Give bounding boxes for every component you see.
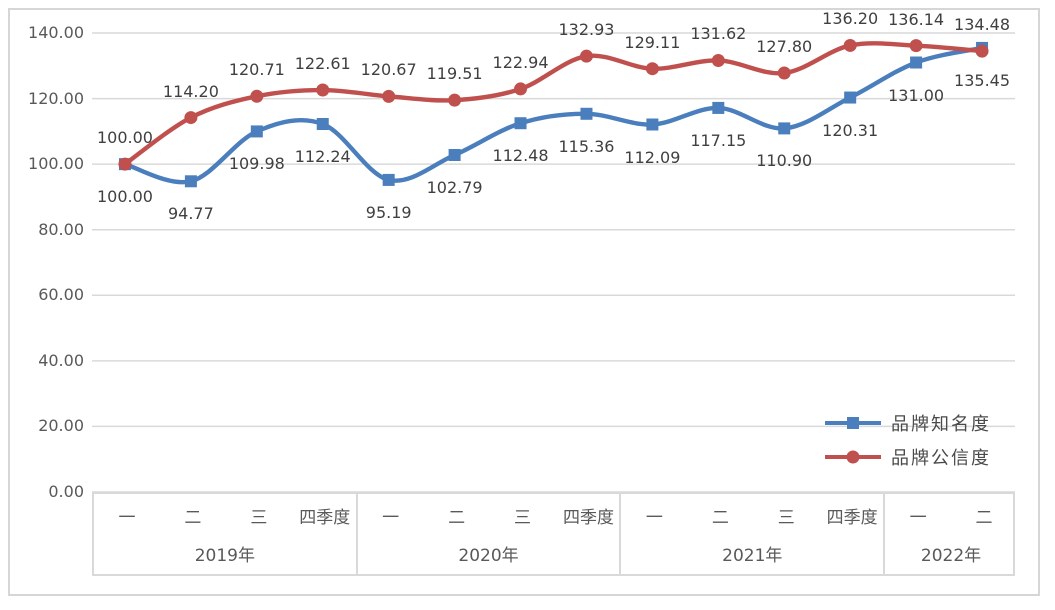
x-axis-quarter-label: 四季度 xyxy=(299,508,351,528)
data-point-marker-circle xyxy=(777,66,791,80)
data-point-marker-circle xyxy=(514,82,528,96)
data-point-marker-square xyxy=(910,56,923,69)
data-label: 120.71 xyxy=(228,60,285,80)
data-point-marker-circle xyxy=(118,157,132,171)
data-point-marker-circle xyxy=(448,93,462,107)
data-point-marker-square xyxy=(844,91,857,104)
x-axis-year-group: 一 二 三 四季度 2021年 xyxy=(621,494,886,574)
data-label: 122.94 xyxy=(492,52,549,72)
legend-label: 品牌公信度 xyxy=(891,448,991,469)
data-point-marker-circle xyxy=(250,89,264,103)
x-axis-year-group: 一 二 三 四季度 2020年 xyxy=(358,494,622,574)
y-axis-tick-label: 60.00 xyxy=(38,285,84,305)
legend-marker-square-icon xyxy=(825,417,881,429)
y-axis-tick-label: 100.00 xyxy=(28,154,84,174)
x-axis-quarter-label: 三 xyxy=(250,508,268,528)
x-axis-year-group: 一 二 2022年 xyxy=(885,494,1017,574)
x-axis-year-group: 一 二 三 四季度 2019年 xyxy=(94,494,358,574)
x-axis-quarter-label: 四季度 xyxy=(562,508,614,528)
data-label: 129.11 xyxy=(624,32,681,52)
data-label: 112.09 xyxy=(624,147,681,167)
chart-outer-border xyxy=(8,8,1040,596)
data-point-marker-square xyxy=(316,118,329,131)
x-axis-quarter-label: 一 xyxy=(645,508,663,528)
data-label: 136.14 xyxy=(888,9,945,29)
data-label: 136.20 xyxy=(822,9,879,29)
data-label: 120.67 xyxy=(360,60,417,80)
data-point-marker-square xyxy=(778,122,791,135)
y-axis-tick-label: 0.00 xyxy=(48,482,84,501)
x-axis-year-label: 2020年 xyxy=(458,546,519,566)
legend-item: 品牌知名度 xyxy=(824,412,991,435)
x-axis-quarter-label: 二 xyxy=(975,508,993,528)
data-point-marker-square xyxy=(514,117,527,130)
data-label: 135.45 xyxy=(954,70,1011,90)
data-label: 115.36 xyxy=(558,136,615,156)
x-axis-year-label: 2022年 xyxy=(920,546,982,566)
data-point-marker-square xyxy=(646,118,659,131)
x-axis-quarter-label: 一 xyxy=(118,508,136,528)
data-label: 109.98 xyxy=(228,154,285,174)
x-axis-quarter-label: 二 xyxy=(184,508,202,528)
x-axis-quarter-label: 三 xyxy=(777,508,795,528)
data-point-marker-square xyxy=(448,148,461,161)
data-point-marker-circle xyxy=(645,62,659,76)
x-axis-quarter-label: 三 xyxy=(514,508,532,528)
y-axis-tick-label: 120.00 xyxy=(28,88,84,108)
x-axis-year-label: 2021年 xyxy=(722,546,783,566)
y-axis-tick-label: 40.00 xyxy=(38,350,84,370)
legend-label: 品牌知名度 xyxy=(891,414,991,435)
x-axis-year-label: 2019年 xyxy=(194,546,255,566)
data-label: 131.00 xyxy=(888,85,945,105)
data-label: 114.20 xyxy=(162,81,219,101)
data-label: 94.77 xyxy=(167,204,214,224)
data-label: 110.90 xyxy=(756,151,813,171)
data-label: 120.31 xyxy=(822,120,879,140)
x-axis-quarter-label: 四季度 xyxy=(826,508,878,528)
data-label: 112.24 xyxy=(294,147,351,166)
data-label: 127.80 xyxy=(756,36,813,56)
data-label: 95.19 xyxy=(365,202,412,222)
data-point-marker-circle xyxy=(382,89,396,103)
data-label: 119.51 xyxy=(426,64,483,84)
data-label: 132.93 xyxy=(558,20,615,40)
data-label: 102.79 xyxy=(426,177,483,197)
data-point-marker-square xyxy=(382,173,395,186)
data-point-marker-circle xyxy=(711,53,725,67)
x-axis-quarter-label: 二 xyxy=(711,508,729,528)
data-point-marker-square xyxy=(712,101,725,114)
data-label: 134.48 xyxy=(954,15,1011,35)
data-point-marker-circle xyxy=(975,44,989,58)
data-point-marker-square xyxy=(184,175,197,188)
data-point-marker-circle xyxy=(316,83,330,97)
x-axis-quarter-label: 二 xyxy=(448,508,466,528)
chart-legend: 品牌知名度品牌公信度 xyxy=(824,412,991,480)
data-point-marker-circle xyxy=(843,38,857,52)
data-label: 100.00 xyxy=(96,187,153,207)
y-axis-tick-label: 140.00 xyxy=(28,23,84,42)
data-label: 117.15 xyxy=(690,130,747,150)
legend-marker-circle-icon xyxy=(825,450,881,464)
data-point-marker-square xyxy=(250,125,263,138)
data-point-marker-circle xyxy=(909,39,923,53)
legend-item: 品牌公信度 xyxy=(824,446,991,469)
x-axis-category-table: 一 二 三 四季度 2019年 一 二 三 四季度 2020年 一 二 三 四季度 2021年 一 二 2022年 xyxy=(92,492,1015,576)
data-label: 112.48 xyxy=(492,146,549,166)
data-point-marker-circle xyxy=(184,111,198,125)
data-label: 122.61 xyxy=(294,54,351,73)
data-label: 131.62 xyxy=(690,24,747,44)
y-axis-tick-label: 20.00 xyxy=(38,416,84,436)
data-label: 100.00 xyxy=(96,128,153,148)
x-axis-quarter-label: 一 xyxy=(382,508,400,528)
data-point-marker-square xyxy=(580,107,593,120)
data-point-marker-circle xyxy=(579,49,593,63)
y-axis-tick-label: 80.00 xyxy=(38,219,84,239)
x-axis-quarter-label: 一 xyxy=(909,508,927,528)
